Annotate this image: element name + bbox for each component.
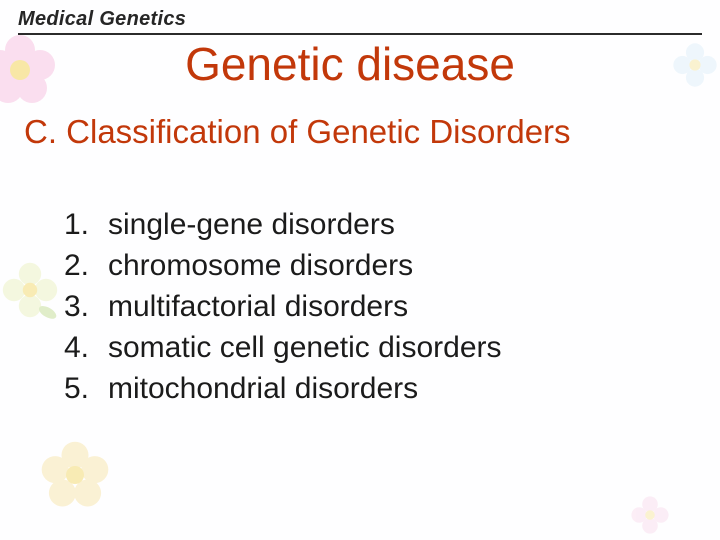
list-item-number: 5. bbox=[64, 369, 108, 408]
slide-content: Medical Genetics Genetic disease C. Clas… bbox=[0, 0, 720, 408]
page-title: Genetic disease bbox=[58, 37, 642, 91]
list-item-text: chromosome disorders bbox=[108, 246, 413, 285]
list-item: 2. chromosome disorders bbox=[64, 246, 702, 285]
list-item: 4. somatic cell genetic disorders bbox=[64, 328, 702, 367]
list-item-text: single-gene disorders bbox=[108, 205, 395, 244]
list-item: 3. multifactorial disorders bbox=[64, 287, 702, 326]
header-label: Medical Genetics bbox=[18, 8, 702, 31]
list-item-number: 4. bbox=[64, 328, 108, 367]
header-underline bbox=[18, 33, 702, 35]
list-item-number: 1. bbox=[64, 205, 108, 244]
flower-decoration-icon bbox=[620, 485, 680, 540]
list-item-number: 2. bbox=[64, 246, 108, 285]
list-item-text: mitochondrial disorders bbox=[108, 369, 418, 408]
classification-list: 1. single-gene disorders 2. chromosome d… bbox=[64, 205, 702, 408]
list-item-text: multifactorial disorders bbox=[108, 287, 408, 326]
list-item-text: somatic cell genetic disorders bbox=[108, 328, 502, 367]
list-item: 5. mitochondrial disorders bbox=[64, 369, 702, 408]
section-heading: C. Classification of Genetic Disorders bbox=[24, 113, 702, 151]
list-item-number: 3. bbox=[64, 287, 108, 326]
list-item: 1. single-gene disorders bbox=[64, 205, 702, 244]
flower-decoration-icon bbox=[30, 430, 120, 520]
